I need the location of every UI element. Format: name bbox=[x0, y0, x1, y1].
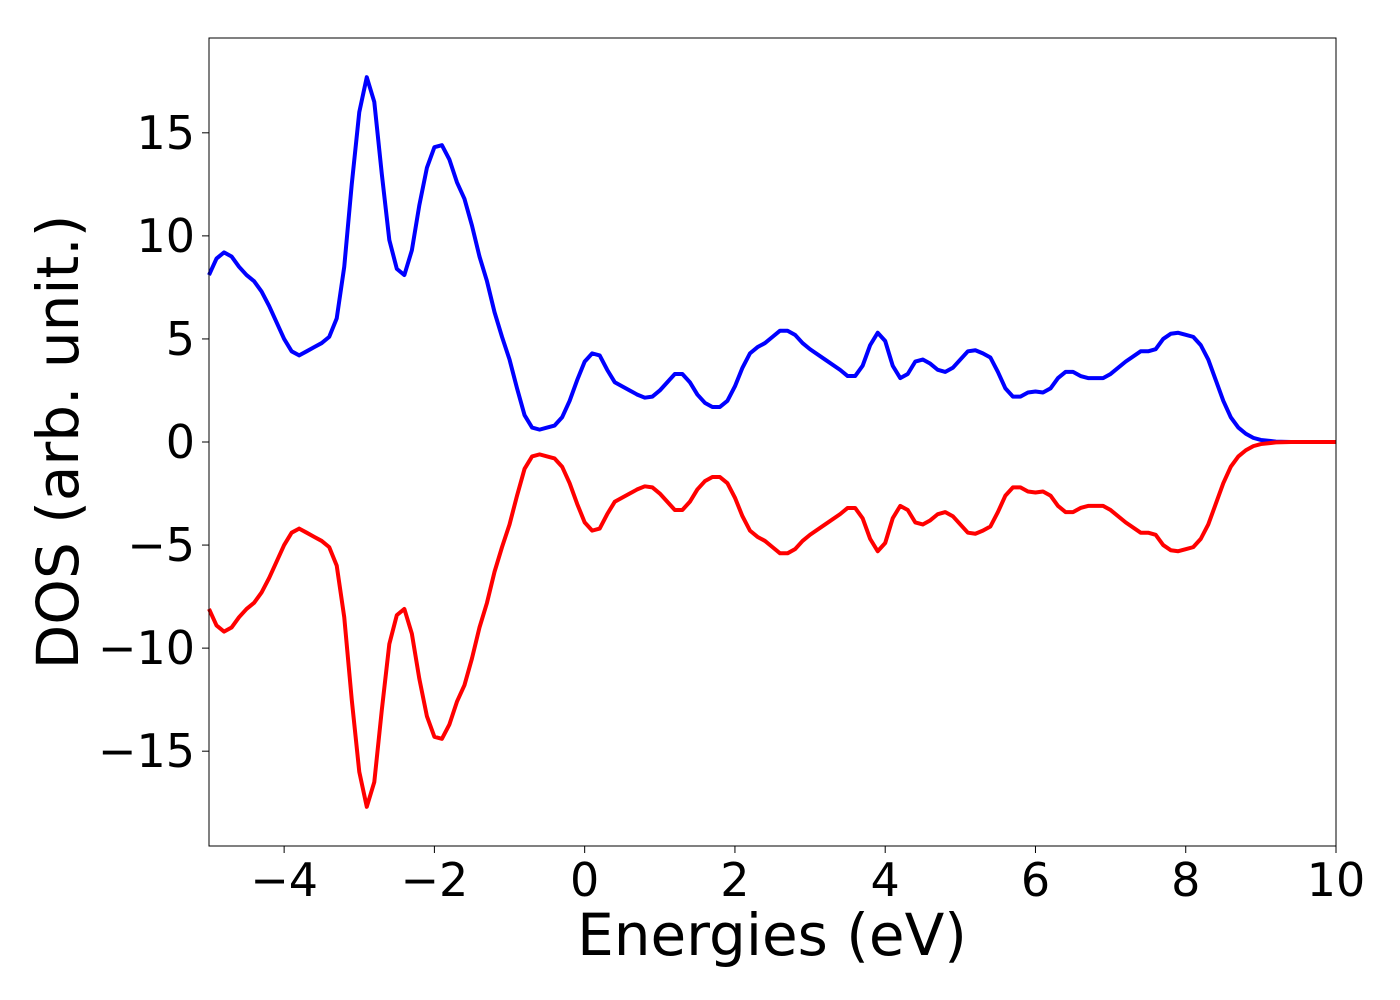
y-tick-label: −10 bbox=[98, 621, 195, 675]
x-tick-label: 0 bbox=[570, 853, 599, 907]
x-tick-label: 6 bbox=[1021, 853, 1050, 907]
x-tick-label: 2 bbox=[720, 853, 749, 907]
x-tick-label: 4 bbox=[871, 853, 900, 907]
y-tick-label: 5 bbox=[166, 312, 195, 366]
y-tick-label: −15 bbox=[98, 724, 195, 778]
y-tick-label: 10 bbox=[136, 209, 195, 263]
dos-line bbox=[207, 440, 1336, 809]
dos-line bbox=[207, 75, 1336, 444]
plot-frame bbox=[208, 37, 1337, 847]
x-tick-label: −2 bbox=[400, 853, 468, 907]
x-tick-label: −4 bbox=[250, 853, 318, 907]
y-axis-title: DOS (arb. unit.) bbox=[24, 215, 92, 670]
y-tick-label: −5 bbox=[127, 518, 195, 572]
y-tick-label: 15 bbox=[136, 106, 195, 160]
y-tick-label: 0 bbox=[166, 415, 195, 469]
x-tick-label: 8 bbox=[1171, 853, 1200, 907]
x-axis-title: Energies (eV) bbox=[577, 901, 967, 969]
x-tick-label: 10 bbox=[1307, 853, 1366, 907]
